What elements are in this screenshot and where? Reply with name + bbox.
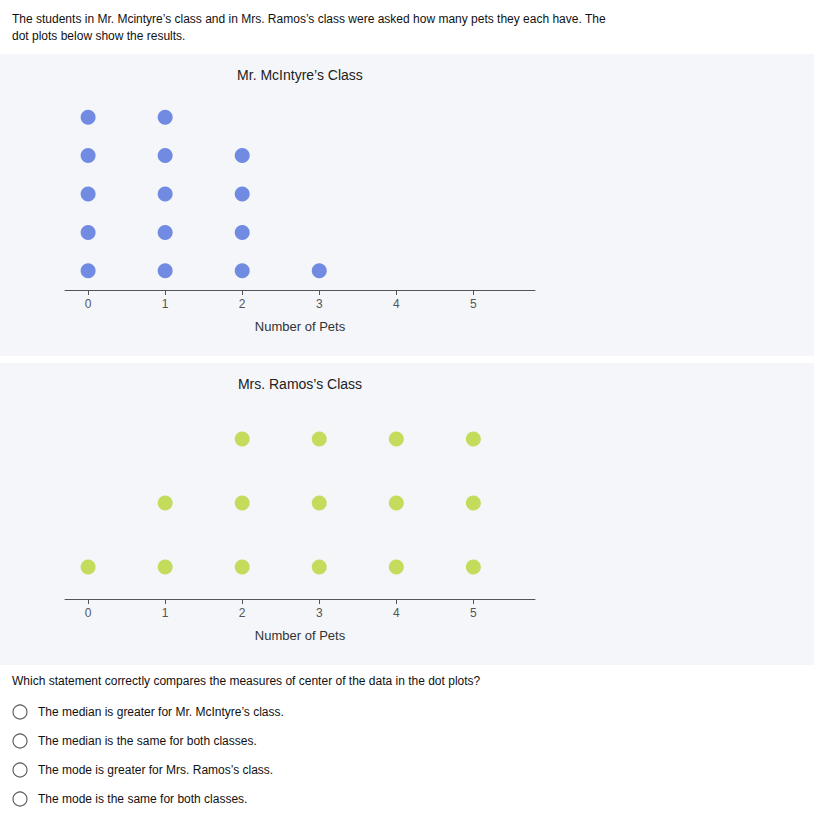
svg-text:Which statement correctly comp: Which statement correctly compares the m… xyxy=(12,674,481,688)
svg-text:2: 2 xyxy=(239,606,246,620)
svg-text:3: 3 xyxy=(316,297,323,311)
svg-text:The mode is greater for Mrs. R: The mode is greater for Mrs. Ramos’s cla… xyxy=(38,763,273,777)
svg-text:The students in Mr. Mcintyre’s: The students in Mr. Mcintyre’s class and… xyxy=(12,12,606,26)
svg-text:dot plots below show the resul: dot plots below show the results. xyxy=(12,29,185,43)
svg-text:1: 1 xyxy=(162,606,169,620)
svg-text:Number of Pets: Number of Pets xyxy=(255,319,346,334)
svg-text:The median is greater for Mr.: The median is greater for Mr. McIntyre’s… xyxy=(38,705,284,719)
svg-text:0: 0 xyxy=(85,297,92,311)
svg-text:1: 1 xyxy=(162,297,169,311)
svg-text:4: 4 xyxy=(393,606,400,620)
svg-text:0: 0 xyxy=(85,606,92,620)
svg-text:5: 5 xyxy=(470,297,477,311)
svg-text:Number of Pets: Number of Pets xyxy=(255,628,346,643)
svg-text:4: 4 xyxy=(393,297,400,311)
svg-text:2: 2 xyxy=(239,297,246,311)
svg-text:Mrs. Ramos’s Class: Mrs. Ramos’s Class xyxy=(238,376,362,392)
svg-text:The median is the same for bot: The median is the same for both classes. xyxy=(38,734,257,748)
svg-text:5: 5 xyxy=(470,606,477,620)
svg-text:Mr. McIntyre’s Class: Mr. McIntyre’s Class xyxy=(237,67,363,83)
svg-text:3: 3 xyxy=(316,606,323,620)
svg-text:The mode is the same for both: The mode is the same for both classes. xyxy=(38,792,247,806)
